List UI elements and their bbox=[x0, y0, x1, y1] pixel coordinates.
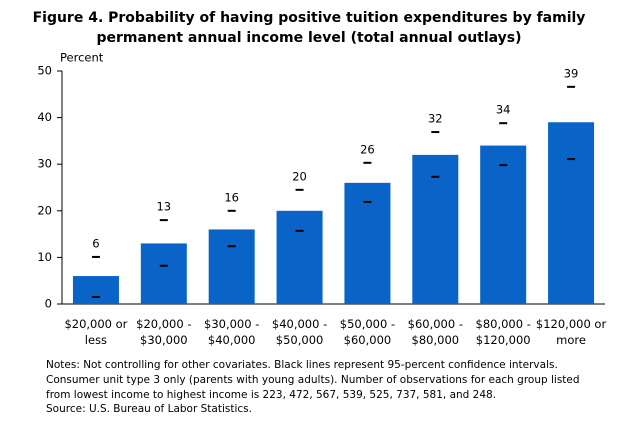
x-tick-label-line: $20,000 or bbox=[64, 317, 127, 331]
value-label: 34 bbox=[496, 103, 511, 117]
bar bbox=[548, 122, 595, 304]
x-tick-label-line: $120,000 or bbox=[536, 317, 607, 331]
x-tick-label: $30,000 - $40,000 bbox=[204, 317, 259, 347]
x-tick-label-line: $20,000 - bbox=[136, 317, 191, 331]
x-tick-label: $60,000 - $80,000 bbox=[408, 317, 463, 347]
y-tick-label: 10 bbox=[37, 250, 52, 264]
notes: Notes: Not controlling for other covaria… bbox=[46, 359, 580, 401]
x-tick-label-line: more bbox=[556, 333, 586, 347]
bar bbox=[276, 210, 323, 304]
value-label: 13 bbox=[156, 200, 171, 214]
x-tick-label: $50,000 - $60,000 bbox=[340, 317, 395, 347]
x-tick-label-line: less bbox=[85, 333, 107, 347]
chart-title: Figure 4. Probability of having positive… bbox=[32, 10, 586, 46]
value-label: 32 bbox=[428, 112, 443, 126]
x-tick-label: $20,000 - $30,000 bbox=[136, 317, 191, 347]
bar bbox=[72, 276, 119, 304]
value-label: 16 bbox=[224, 190, 239, 204]
x-tick-label-line: $50,000 bbox=[276, 333, 324, 347]
value-label: 26 bbox=[360, 142, 375, 156]
y-tick-label: 20 bbox=[37, 203, 52, 217]
x-tick-label-line: $60,000 bbox=[344, 333, 392, 347]
source: Source: U.S. Bureau of Labor Statistics. bbox=[46, 403, 252, 415]
bar bbox=[208, 229, 255, 304]
x-tick-label: $80,000 - $120,000 bbox=[476, 317, 531, 347]
x-tick-label-line: $30,000 - bbox=[204, 317, 259, 331]
y-tick-label: 30 bbox=[37, 157, 52, 171]
value-label: 39 bbox=[564, 66, 579, 80]
bar bbox=[412, 154, 459, 304]
x-tick-label-line: $30,000 bbox=[140, 333, 188, 347]
x-tick-label: $120,000 or more bbox=[536, 317, 607, 347]
bar bbox=[344, 182, 391, 304]
y-tick-label: 40 bbox=[37, 110, 52, 124]
x-tick-label: $40,000 - $50,000 bbox=[272, 317, 327, 347]
bar bbox=[140, 243, 187, 304]
value-label: 20 bbox=[292, 169, 307, 183]
value-label: 6 bbox=[92, 236, 99, 250]
x-tick-label: $20,000 or less bbox=[64, 317, 127, 347]
x-tick-label-line: $80,000 bbox=[412, 333, 460, 347]
x-tick-label-line: $60,000 - bbox=[408, 317, 463, 331]
y-tick-label: 0 bbox=[45, 297, 52, 311]
x-tick-label-line: $120,000 bbox=[476, 333, 531, 347]
x-tick-label-line: $40,000 - bbox=[272, 317, 327, 331]
x-tick-label-line: $50,000 - bbox=[340, 317, 395, 331]
bar bbox=[480, 145, 527, 304]
chart: Percent 0 10 20 30 40 50 $20,000 or less 6 $20,00… bbox=[37, 51, 607, 347]
x-tick-label-line: $80,000 - bbox=[476, 317, 531, 331]
y-axis-label: Percent bbox=[60, 51, 104, 65]
y-tick-label: 50 bbox=[37, 64, 52, 78]
x-tick-label-line: $40,000 bbox=[208, 333, 256, 347]
